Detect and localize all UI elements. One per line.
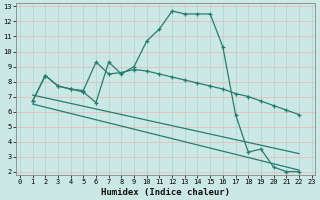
X-axis label: Humidex (Indice chaleur): Humidex (Indice chaleur) xyxy=(101,188,230,197)
